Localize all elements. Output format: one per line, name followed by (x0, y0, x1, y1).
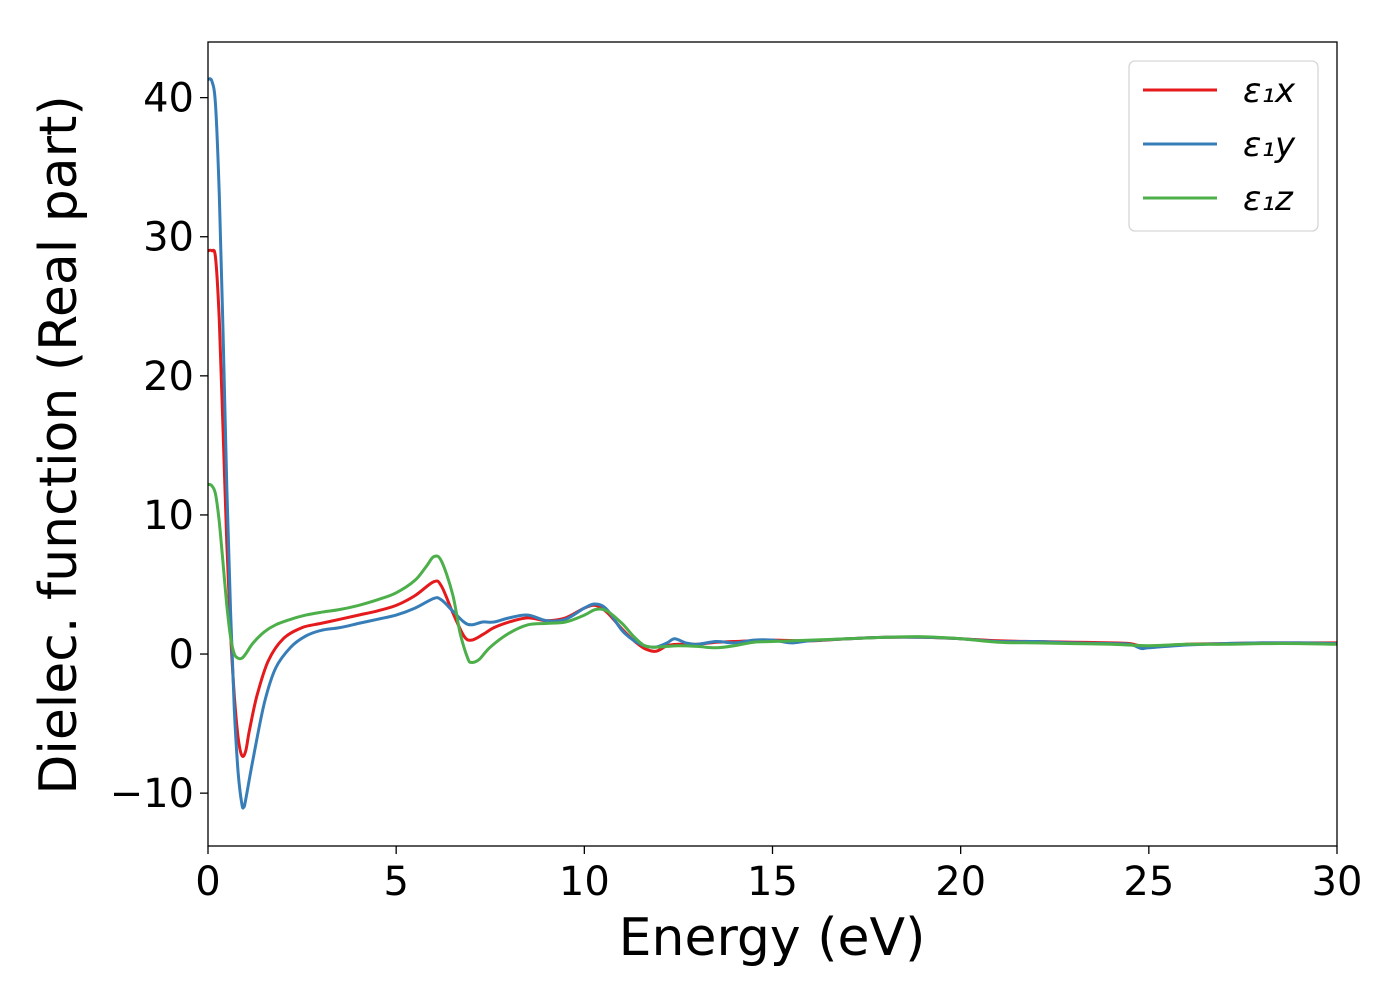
y-axis-ticks: −10 0 10 20 30 40 (110, 76, 208, 817)
y-tick-label: 10 (143, 493, 194, 539)
legend-box (1128, 60, 1319, 232)
x-tick-label: 30 (1312, 859, 1363, 905)
x-tick-label: 0 (195, 859, 220, 905)
x-tick-label: 20 (935, 859, 986, 905)
x-tick-label: 15 (747, 859, 798, 905)
legend: ε₁x ε₁y ε₁z (1128, 60, 1319, 232)
x-axis-ticks: 0 5 10 15 20 25 30 (195, 846, 1362, 905)
x-tick-label: 25 (1123, 859, 1174, 905)
x-tick-label: 10 (559, 859, 610, 905)
y-tick-label: 0 (169, 632, 194, 678)
x-axis-label: Energy (eV) (619, 908, 926, 968)
series-line-3 (208, 482, 1337, 664)
y-tick-label: 20 (143, 354, 194, 400)
y-tick-label: 30 (143, 215, 194, 261)
series-line-1 (208, 248, 1337, 759)
legend-label-2: ε₁y (1243, 125, 1296, 165)
series-layer (208, 77, 1337, 810)
y-tick-label: −10 (110, 771, 194, 817)
x-tick-label: 5 (383, 859, 408, 905)
y-axis-label: Dielec. function (Real part) (29, 95, 89, 794)
y-tick-label: 40 (143, 76, 194, 122)
legend-label-1: ε₁x (1243, 71, 1296, 111)
legend-label-3: ε₁z (1243, 179, 1294, 219)
